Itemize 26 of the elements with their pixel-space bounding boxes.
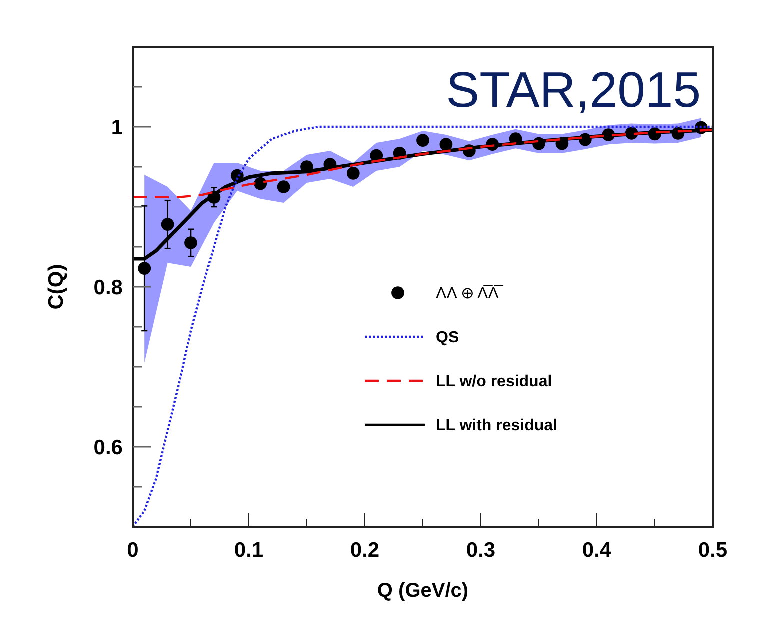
x-tick-label: 0.4: [582, 539, 612, 562]
line-series: [133, 129, 713, 198]
y-tick-label: 1: [111, 116, 124, 140]
point: [184, 236, 198, 250]
legend-label: QS: [436, 330, 460, 347]
annotation: STAR,2015: [446, 62, 701, 118]
legend-label: ΛΛ ⊕ Λ̅Λ̅: [436, 284, 504, 303]
point: [161, 218, 174, 232]
y-axis-title: C(Q): [45, 264, 68, 310]
legend-label: LL with residual: [436, 418, 558, 435]
x-tick-label: 0.5: [698, 539, 728, 562]
legend-label: LL w/o residual: [436, 374, 552, 391]
point: [346, 166, 360, 180]
x-tick-label: 0.3: [466, 539, 496, 562]
point: [138, 262, 152, 276]
line-series: [133, 126, 713, 527]
x-tick-label: 0.2: [350, 539, 380, 562]
y-tick-label: 0.8: [94, 276, 124, 300]
point: [440, 138, 453, 152]
point: [254, 177, 268, 190]
point: [277, 180, 290, 194]
x-tick-label: 0.1: [234, 539, 264, 562]
x-tick-label: 0: [127, 539, 139, 562]
point: [416, 134, 430, 148]
x-axis-title: Q (GeV/c): [377, 580, 469, 602]
y-tick-label: 0.6: [94, 436, 123, 460]
